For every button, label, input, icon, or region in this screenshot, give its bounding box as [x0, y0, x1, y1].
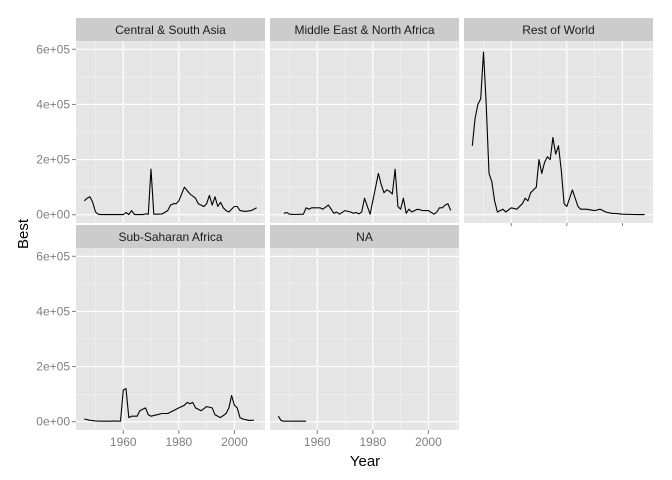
strip-label-central-and-south-asia: Central & South Asia	[115, 23, 226, 37]
panel-central-and-south-asia: Central & South Asia	[76, 18, 265, 223]
strip-sub-saharan-africa	[76, 225, 265, 248]
y-tick-label: 0e+00	[36, 415, 70, 429]
strip-label-sub-saharan-africa: Sub-Saharan Africa	[118, 230, 222, 244]
strip-middle-east-and-north-africa	[270, 18, 459, 41]
strip-label-na: NA	[356, 230, 373, 244]
series-line-central-and-south-asia	[83, 168, 257, 216]
series-line-sub-saharan-africa	[84, 388, 254, 422]
y-tick-label: 2e+05	[36, 360, 70, 374]
strip-label-middle-east-and-north-africa: Middle East & North Africa	[294, 23, 434, 37]
x-tick-label: 2000	[415, 435, 442, 449]
x-tick-label: 1960	[304, 435, 331, 449]
x-tick-label: 1960	[110, 435, 137, 449]
y-tick-label: 0e+00	[36, 208, 70, 222]
strip-label-rest-of-world: Rest of World	[522, 23, 594, 37]
strip-na	[270, 225, 459, 248]
strip-central-and-south-asia	[76, 18, 265, 41]
series-line-rest-of-world	[471, 51, 645, 216]
y-tick-label: 2e+05	[36, 153, 70, 167]
panel-sub-saharan-africa: Sub-Saharan Africa	[76, 225, 265, 430]
panel-middle-east-and-north-africa: Middle East & North Africa	[270, 18, 459, 223]
panel-rest-of-world: Rest of World	[464, 18, 653, 223]
y-axis-title: Best	[15, 218, 32, 249]
x-axis-title: Year	[350, 453, 380, 470]
axes: 0e+00 2e+05 4e+05 6e+05 0e+00 2e+05 4e+05 6e+05…	[36, 42, 623, 449]
panel-na: NA	[270, 225, 459, 430]
facet-panels: Central & South Asia Middle East & North …	[76, 18, 653, 430]
x-tick-label: 1980	[359, 435, 386, 449]
x-tick-label: 1980	[165, 435, 192, 449]
y-tick-label: 4e+05	[36, 97, 70, 111]
strip-rest-of-world	[464, 18, 653, 41]
y-tick-label: 6e+05	[36, 42, 70, 56]
y-tick-label: 4e+05	[36, 304, 70, 318]
series-line-middle-east-and-north-africa	[283, 168, 452, 216]
x-tick-label: 2000	[221, 435, 248, 449]
y-tick-label: 6e+05	[36, 249, 70, 263]
series-line-na	[277, 415, 307, 422]
